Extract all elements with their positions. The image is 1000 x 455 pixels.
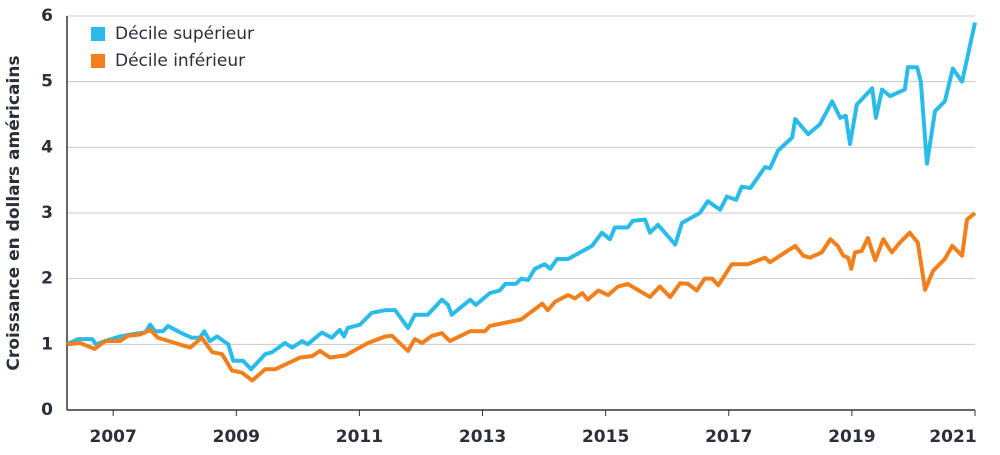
y-tick-label: 6 <box>41 6 53 26</box>
series-line <box>66 22 977 372</box>
x-tick-label: 2019 <box>828 427 875 447</box>
y-tick-label: 1 <box>41 334 53 354</box>
x-tick-label: 2007 <box>90 427 137 447</box>
x-tick-label: 2015 <box>582 427 629 447</box>
legend-swatch <box>91 27 105 41</box>
x-tick-label: 2011 <box>336 427 383 447</box>
legend-label: Décile inférieur <box>115 51 245 71</box>
series-line <box>66 211 977 383</box>
x-tick-label: 2017 <box>705 427 752 447</box>
y-tick-label: 4 <box>41 137 53 157</box>
y-tick-label: 0 <box>41 400 53 420</box>
y-axis-label: Croissance en dollars américains <box>4 55 24 370</box>
y-tick-label: 3 <box>41 203 53 223</box>
y-tick-label: 2 <box>41 269 53 289</box>
x-tick-label: 2021 <box>929 427 976 447</box>
y-tick-label: 5 <box>41 72 53 92</box>
x-tick-label: 2013 <box>459 427 506 447</box>
x-tick-label: 2009 <box>213 427 260 447</box>
legend-swatch <box>91 54 105 68</box>
legend-label: Décile supérieur <box>115 24 254 44</box>
